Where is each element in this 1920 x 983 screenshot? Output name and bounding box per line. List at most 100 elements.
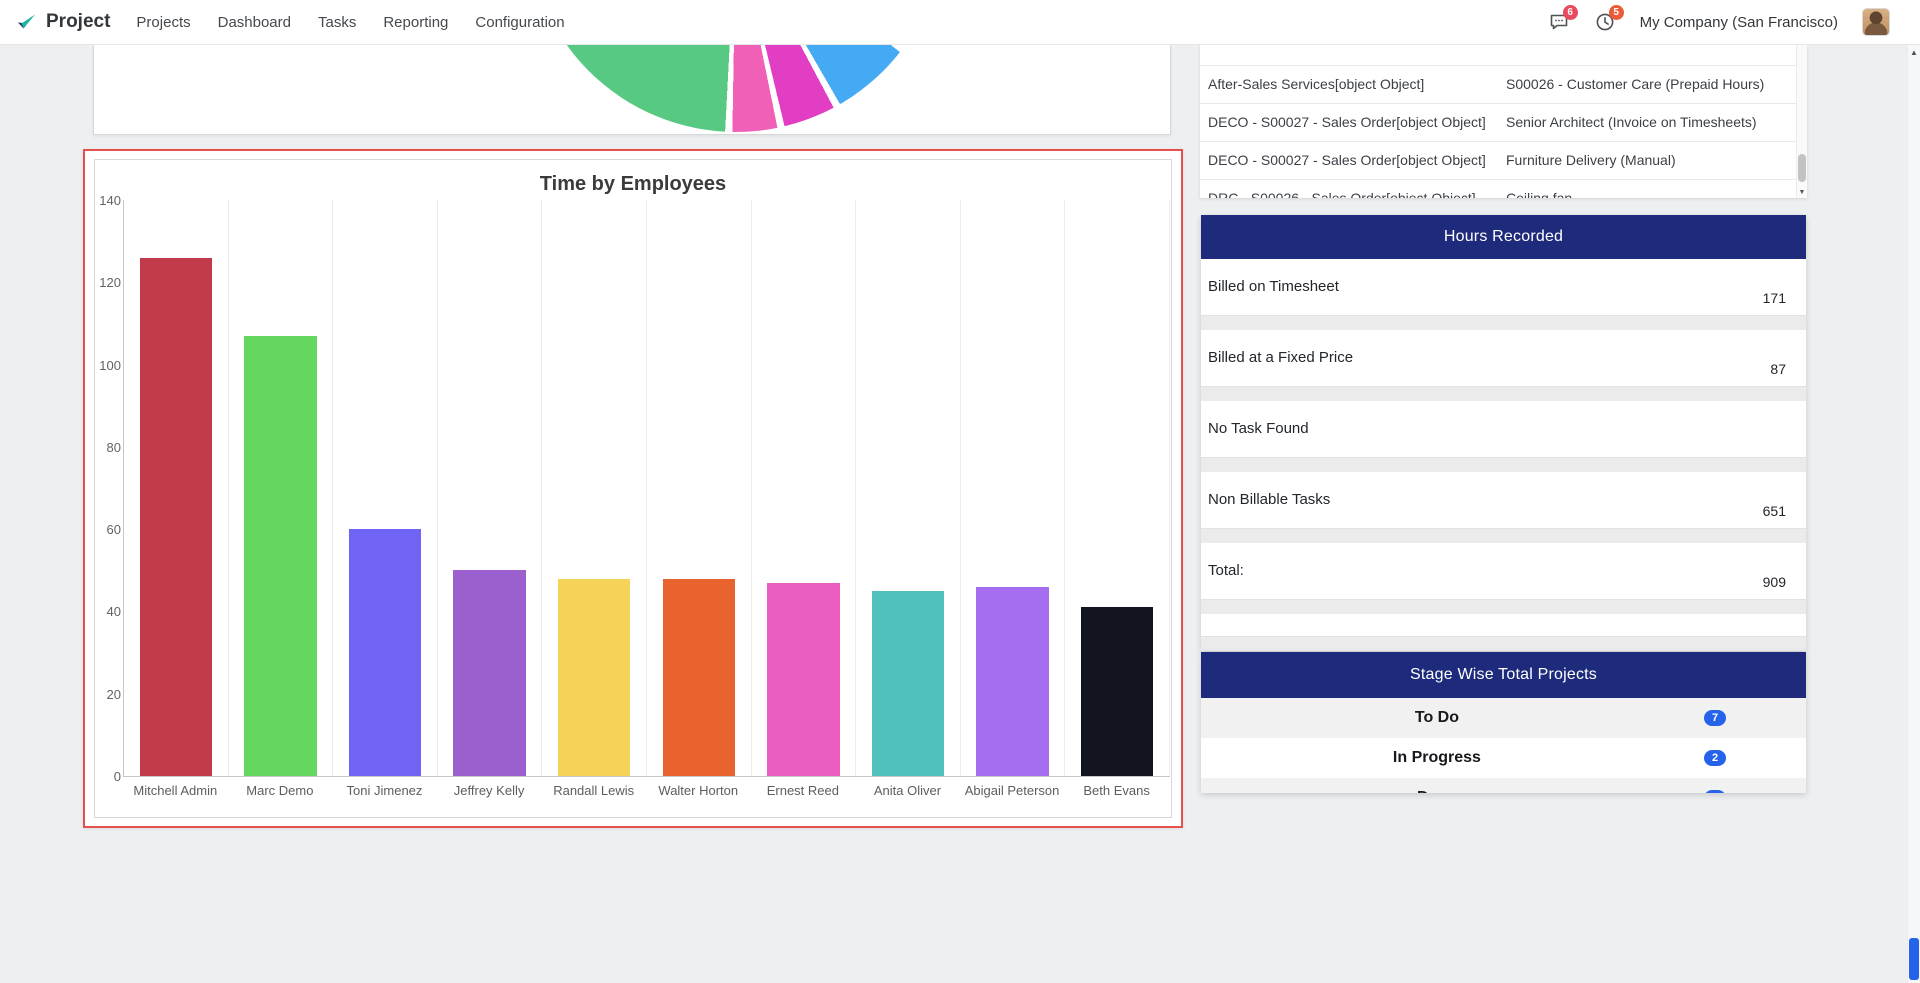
table-row[interactable]: DECO - S00027 - Sales Order[object Objec… [1200, 104, 1796, 142]
x-tick-label: Randall Lewis [553, 783, 635, 798]
x-tick-label: Marc Demo [246, 783, 314, 798]
bar-chart: Time by Employees 0 20 40 60 80 100 120 140 Mit… [94, 159, 1172, 818]
hours-row-value: 171 [1762, 290, 1786, 306]
hours-row-value: 87 [1770, 361, 1786, 377]
nav-menu: Projects Dashboard Tasks Reporting Configura… [136, 0, 564, 45]
bar-abigail-peterson[interactable] [976, 586, 1049, 776]
hours-row-label: No Task Found [1208, 420, 1309, 437]
stage-count-badge: 2 [1704, 750, 1726, 766]
row-divider-stripe [1201, 528, 1806, 543]
navbar-systray: 6 5 My Company (San Francisco) [1548, 5, 1906, 36]
stage-projects-panel: Stage Wise Total Projects To Do 7 In Progr… [1201, 652, 1806, 793]
nav-item-reporting[interactable]: Reporting [383, 13, 449, 31]
hours-recorded-header: Hours Recorded [1201, 215, 1806, 259]
x-tick-label: Walter Horton [658, 783, 739, 798]
sales-table-scrollbar[interactable]: ▼ [1796, 45, 1807, 198]
hours-row-label: Billed at a Fixed Price [1208, 349, 1354, 366]
stage-row-done[interactable]: Done 1 [1201, 778, 1806, 793]
hours-row-label: Billed on Timesheet [1208, 278, 1339, 295]
hours-row-total: Total: 909 [1201, 543, 1806, 599]
stage-row-in-progress[interactable]: In Progress 2 [1201, 738, 1806, 778]
activities-badge: 5 [1608, 5, 1624, 20]
nav-item-projects[interactable]: Projects [136, 13, 191, 31]
pie-chart[interactable] [528, 45, 944, 132]
y-tick-label: 0 [113, 769, 121, 784]
messages-button[interactable]: 6 [1548, 5, 1578, 33]
company-switcher[interactable]: My Company (San Francisco) [1639, 13, 1838, 31]
row-divider-stripe [1201, 315, 1806, 330]
stage-row-label: To Do [1414, 709, 1460, 726]
scroll-up-arrow[interactable]: ▲ [1910, 48, 1918, 57]
hours-row-non-billable-tasks: Non Billable Tasks 651 [1201, 472, 1806, 528]
sales-order-rows: After-Sales Services[object Object] S0002… [1200, 45, 1796, 198]
sales-row-name: DECO - S00027 - Sales Order[object Objec… [1208, 114, 1486, 130]
pie-chart-card[interactable] [93, 45, 1171, 135]
x-tick-label: Mitchell Admin [133, 783, 218, 798]
bar-beth-evans[interactable] [1080, 607, 1154, 776]
bar-mitchell-admin[interactable] [139, 257, 213, 776]
bar-column [1065, 200, 1170, 776]
bar-column [229, 200, 334, 776]
y-tick-label: 80 [106, 439, 121, 455]
stage-row-label: Done [1201, 789, 1673, 793]
x-tick-label: Beth Evans [1083, 783, 1150, 798]
clock-icon [1596, 13, 1613, 31]
bar-ernest-reed[interactable] [767, 582, 840, 776]
table-row[interactable]: DRC - S00026 - Sales Order[object Object… [1200, 180, 1796, 198]
sales-order-table: After-Sales Services[object Object] S0002… [1200, 45, 1807, 198]
x-tick-label: Abigail Peterson [964, 783, 1060, 798]
hours-row-billed-on-timesheet: Billed on Timesheet 171 [1201, 259, 1806, 315]
bar-column [752, 200, 857, 776]
row-divider-stripe [1201, 457, 1806, 472]
bar-chart-x-axis: Mitchell Admin Marc Demo Toni Jimenez Jeffr… [123, 783, 1169, 798]
nav-item-dashboard[interactable]: Dashboard [217, 13, 291, 31]
sales-row-detail: Ceiling fan [1506, 190, 1573, 198]
page-scrollbar-thumb[interactable] [1909, 938, 1919, 980]
bar-column [542, 200, 647, 776]
activities-button[interactable]: 5 [1594, 5, 1624, 33]
user-avatar[interactable] [1862, 8, 1890, 36]
stage-row-to-do[interactable]: To Do 7 [1201, 698, 1806, 738]
row-divider-stripe [1201, 636, 1806, 651]
y-tick-label: 120 [99, 275, 121, 291]
app-brand[interactable]: Project [14, 10, 110, 34]
y-tick-label: 20 [106, 686, 121, 702]
bar-anita-oliver[interactable] [871, 590, 945, 776]
hours-row-billed-at-a-fixed-price: Billed at a Fixed Price 87 [1201, 330, 1806, 386]
table-row-partial [1200, 45, 1796, 66]
table-row[interactable]: DECO - S00027 - Sales Order[object Objec… [1200, 142, 1796, 180]
sales-scroll-down-icon[interactable]: ▼ [1798, 189, 1806, 196]
y-tick-label: 40 [106, 604, 121, 620]
sales-scrollbar-thumb[interactable] [1798, 154, 1806, 182]
bar-walter-horton[interactable] [662, 578, 736, 776]
bar-randall-lewis[interactable] [557, 578, 631, 776]
hours-row-label: Non Billable Tasks [1208, 491, 1331, 508]
bar-chart-card-selected[interactable]: Time by Employees 0 20 40 60 80 100 120 140 Mit… [83, 149, 1183, 828]
nav-item-tasks[interactable]: Tasks [318, 13, 357, 31]
bar-jeffrey-kelly[interactable] [453, 570, 526, 776]
bar-marc-demo[interactable] [244, 335, 317, 776]
bar-column [647, 200, 752, 776]
sales-row-name: After-Sales Services[object Object] [1208, 76, 1425, 92]
row-divider-stripe [1201, 386, 1806, 401]
row-divider-stripe [1201, 599, 1806, 614]
nav-item-configuration[interactable]: Configuration [475, 13, 565, 31]
stage-count-badge: 7 [1704, 710, 1726, 726]
hours-row-label: Total: [1208, 562, 1244, 579]
sales-row-name: DRC - S00026 - Sales Order[object Object… [1208, 190, 1476, 198]
hours-recorded-panel: Hours Recorded Billed on Timesheet 171 Bil… [1201, 215, 1806, 651]
bar-column [333, 200, 438, 776]
top-navbar: Project Projects Dashboard Tasks Reporting C… [0, 0, 1920, 45]
sales-row-detail: Furniture Delivery (Manual) [1506, 152, 1676, 168]
x-tick-label: Anita Oliver [873, 783, 942, 798]
hours-recorded-body: Billed on Timesheet 171 Billed at a Fixed … [1201, 259, 1806, 651]
stage-projects-header: Stage Wise Total Projects [1201, 652, 1806, 698]
messages-badge: 6 [1562, 5, 1578, 20]
stage-count-badge: 1 [1704, 790, 1726, 793]
bar-column [438, 200, 543, 776]
page-scrollbar[interactable]: ▲ [1907, 45, 1920, 983]
bar-toni-jimenez[interactable] [348, 529, 422, 776]
x-tick-label: Toni Jimenez [346, 783, 423, 798]
table-row[interactable]: After-Sales Services[object Object] S0002… [1200, 66, 1796, 104]
bar-column [124, 200, 229, 776]
